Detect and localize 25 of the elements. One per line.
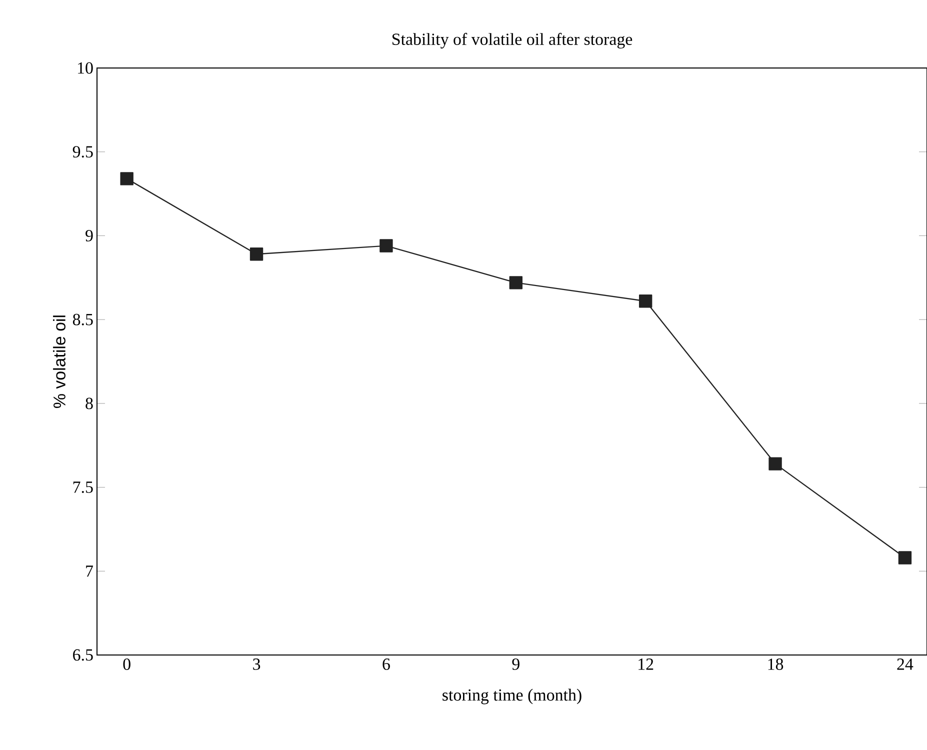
y-tick-label: 7.5 bbox=[73, 482, 93, 493]
x-tick-label: 3 bbox=[253, 658, 260, 670]
x-tick-label: 0 bbox=[123, 658, 130, 670]
y-tick-label: 9 bbox=[86, 230, 93, 242]
chart-title: Stability of volatile oil after storage bbox=[392, 32, 632, 48]
point bbox=[380, 239, 393, 252]
x-tick-label: 12 bbox=[638, 658, 654, 670]
y-tick-label: 8.5 bbox=[72, 314, 93, 326]
y-axis-title: % volatile oil bbox=[53, 316, 66, 408]
y-tick-label: 10 bbox=[78, 62, 93, 74]
x-tick-label: 24 bbox=[897, 658, 914, 670]
y-tick-label: 8 bbox=[86, 398, 93, 410]
y-tick-label: 9.5 bbox=[72, 146, 93, 158]
x-axis-title: storing time (month) bbox=[442, 688, 582, 704]
point bbox=[638, 294, 652, 308]
y-tick-label: 6.5 bbox=[73, 649, 93, 661]
x-tick-label: 6 bbox=[382, 658, 390, 670]
x-tick-label: 18 bbox=[768, 658, 784, 670]
point bbox=[120, 172, 134, 186]
point bbox=[898, 551, 912, 564]
point bbox=[509, 276, 522, 290]
y-tick-label: 7 bbox=[86, 566, 93, 577]
point bbox=[250, 248, 264, 261]
x-tick-label: 9 bbox=[512, 658, 520, 670]
point bbox=[768, 457, 782, 470]
